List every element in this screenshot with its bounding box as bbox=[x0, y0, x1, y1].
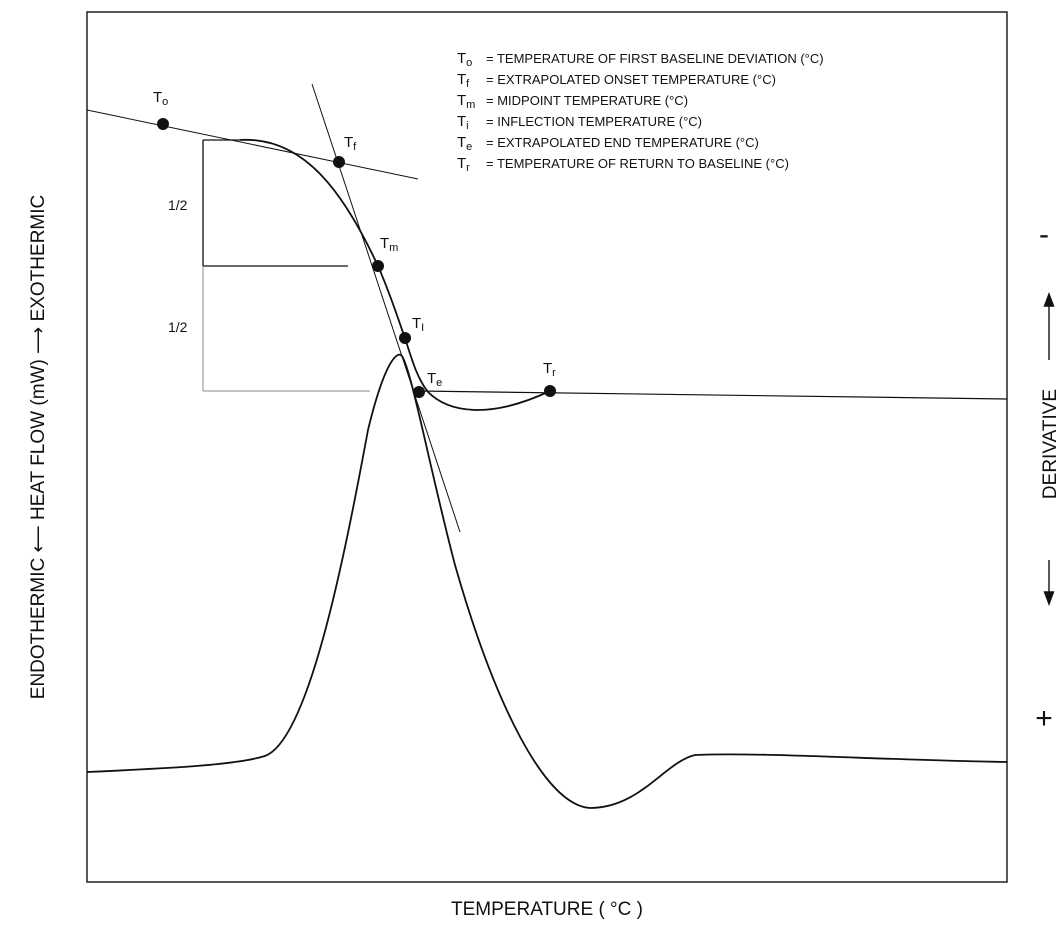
right-down-arrow-icon bbox=[1043, 560, 1055, 606]
point-Te-marker bbox=[413, 386, 425, 398]
legend-item: Ti = INFLECTION TEMPERATURE (°C) bbox=[457, 113, 702, 132]
plot-frame bbox=[86, 11, 1008, 883]
y-axis-left-label: ENDOTHERMIC ⟵ HEAT FLOW (mW) ⟶ EXOTHERMI… bbox=[28, 195, 49, 699]
right-minus-sign: - bbox=[1039, 218, 1049, 251]
point-Ti-label: TI bbox=[412, 315, 424, 334]
point-markers bbox=[157, 118, 556, 398]
right-derivative-axis: - DERIVATIVE + bbox=[1035, 218, 1061, 735]
point-Tr-marker bbox=[544, 385, 556, 397]
point-Tr-label: Tr bbox=[543, 360, 556, 379]
half-height-construction bbox=[202, 139, 348, 267]
heat-flow-curve bbox=[239, 139, 551, 411]
half-height-construction-lower bbox=[202, 266, 370, 392]
inflection-tangent-line bbox=[311, 83, 461, 533]
legend-item: Tm = MIDPOINT TEMPERATURE (°C) bbox=[457, 92, 688, 111]
final-baseline-line bbox=[417, 390, 1008, 400]
point-Tf-marker bbox=[333, 156, 345, 168]
derivative-curve bbox=[86, 353, 1008, 809]
legend-item: Te = EXTRAPOLATED END TEMPERATURE (°C) bbox=[457, 134, 759, 153]
point-Ti-marker bbox=[399, 332, 411, 344]
legend-item: Tf = EXTRAPOLATED ONSET TEMPERATURE (°C) bbox=[457, 71, 776, 90]
x-axis-label: TEMPERATURE ( °C ) bbox=[451, 899, 643, 920]
point-Tf-label: Tf bbox=[344, 134, 357, 153]
point-To-marker bbox=[157, 118, 169, 130]
half-label-lower: 1/2 bbox=[168, 319, 188, 335]
point-Te-label: Te bbox=[427, 370, 442, 389]
initial-baseline-line bbox=[86, 109, 419, 180]
legend-item: Tr = TEMPERATURE OF RETURN TO BASELINE (°… bbox=[457, 155, 789, 174]
half-label-upper: 1/2 bbox=[168, 197, 188, 213]
right-plus-sign: + bbox=[1035, 702, 1053, 735]
point-To-label: To bbox=[153, 89, 168, 108]
legend: To = TEMPERATURE OF FIRST BASELINE DEVIAT… bbox=[457, 50, 824, 174]
point-Tm-marker bbox=[372, 260, 384, 272]
point-Tm-label: Tm bbox=[380, 235, 398, 254]
right-up-arrow-icon bbox=[1043, 292, 1055, 360]
y-axis-right-label: DERIVATIVE bbox=[1040, 389, 1061, 499]
legend-item: To = TEMPERATURE OF FIRST BASELINE DEVIAT… bbox=[457, 50, 824, 69]
